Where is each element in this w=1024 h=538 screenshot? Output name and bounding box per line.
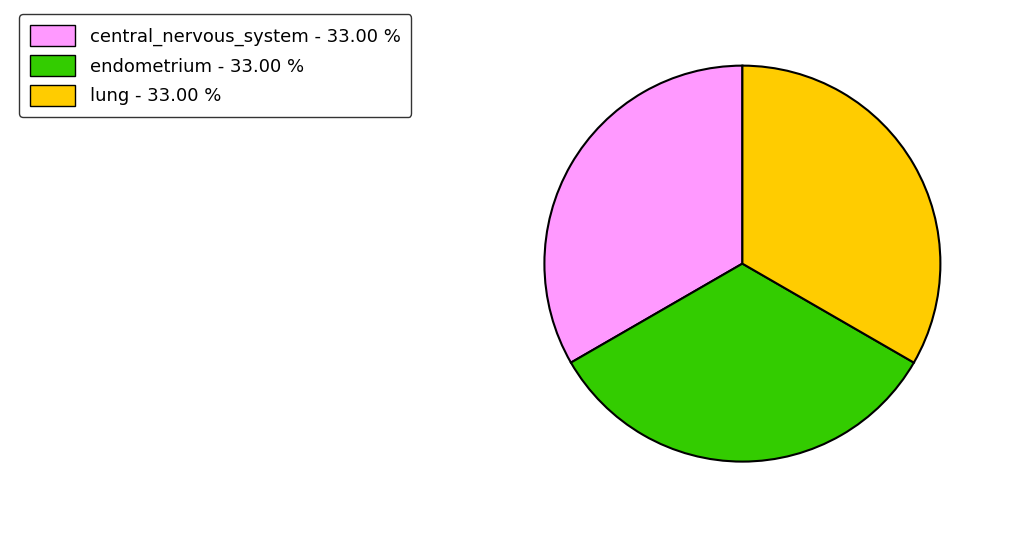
Wedge shape bbox=[545, 66, 742, 363]
Wedge shape bbox=[571, 264, 913, 462]
Legend: central_nervous_system - 33.00 %, endometrium - 33.00 %, lung - 33.00 %: central_nervous_system - 33.00 %, endome… bbox=[19, 15, 412, 117]
Wedge shape bbox=[742, 66, 940, 363]
